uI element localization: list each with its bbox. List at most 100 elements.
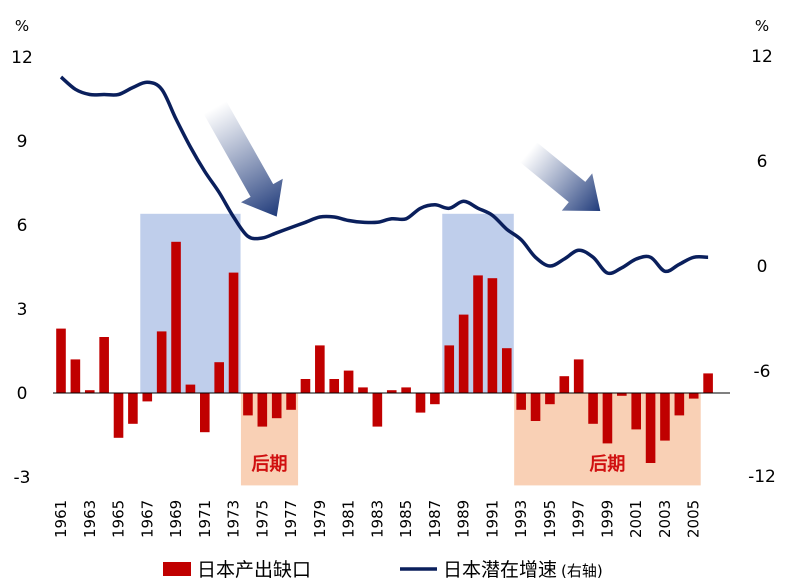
right-axis-tick-1: 6	[757, 152, 768, 172]
x-axis-tick-1987: 1987	[426, 500, 444, 538]
right-axis-tick-0: 12	[751, 47, 773, 67]
left-axis-tick-2: 6	[17, 216, 28, 236]
output-gap-bar-1989	[458, 314, 469, 393]
right-axis-tick-4: -12	[748, 467, 776, 487]
output-gap-bar-1999	[602, 393, 613, 444]
output-gap-bar-1973	[228, 272, 239, 393]
output-gap-bar-2000	[617, 393, 627, 396]
output-gap-bar-1961	[56, 328, 66, 393]
x-axis-tick-2003: 2003	[656, 500, 674, 538]
trend-arrows	[203, 101, 601, 217]
output-gap-bar-1969	[171, 241, 181, 393]
output-gap-bar-1995	[545, 393, 555, 405]
legend: 日本产出缺口 日本潜在增速 (右轴)	[163, 559, 603, 581]
output-gap-bar-2006	[703, 373, 713, 393]
output-gap-bar-1979	[315, 345, 325, 393]
x-axis-tick-1995: 1995	[541, 500, 559, 538]
left-axis: % 12 9 6 3 0 -3	[11, 17, 33, 488]
legend-label-potential-growth: 日本潜在增速 (右轴)	[443, 559, 603, 581]
output-gap-bar-1987	[430, 393, 440, 405]
output-gap-bar-1964	[99, 337, 109, 393]
output-gap-bar-1998	[588, 393, 598, 424]
x-axis-tick-1965: 1965	[110, 500, 128, 538]
output-gap-bar-1976	[271, 393, 282, 419]
right-axis: % 12 6 0 -6 -12	[748, 17, 776, 487]
output-gap-bar-1992	[501, 348, 512, 393]
x-axis-tick-1979: 1979	[311, 500, 329, 538]
output-gap-bar-1963	[84, 390, 95, 393]
x-axis-tick-1981: 1981	[340, 500, 358, 538]
shaded-regions	[140, 213, 701, 486]
potential-growth-line	[59, 75, 709, 276]
x-axis-tick-1975: 1975	[253, 500, 271, 538]
output-gap-bar-1985	[401, 387, 411, 393]
output-gap-bar-1980	[329, 379, 340, 393]
x-axis-tick-1961: 1961	[52, 500, 70, 538]
trend-arrow-1	[203, 101, 283, 217]
output-gap-bars	[56, 241, 713, 463]
output-gap-bar-1988	[444, 345, 455, 393]
output-gap-bar-1994	[530, 393, 541, 421]
output-gap-bar-1977	[286, 393, 296, 410]
x-axis-tick-1999: 1999	[598, 500, 616, 538]
left-axis-tick-3: 3	[17, 300, 28, 320]
output-gap-bar-1962	[70, 359, 81, 393]
right-axis-tick-3: -6	[754, 362, 771, 382]
region-labels: 后期 后期	[252, 454, 626, 475]
right-axis-unit: %	[755, 17, 769, 35]
output-gap-bar-1981	[343, 370, 354, 393]
output-gap-bar-2002	[645, 393, 656, 463]
shaded-region-1	[140, 213, 241, 393]
output-gap-bar-1993	[516, 393, 526, 410]
output-gap-bar-1974	[243, 393, 253, 416]
output-gap-bar-1972	[214, 362, 224, 393]
trend-arrow-2	[520, 142, 601, 211]
output-gap-bar-1982	[358, 387, 368, 393]
left-axis-tick-1: 9	[17, 132, 28, 152]
output-gap-bar-1975	[257, 393, 268, 427]
x-axis-tick-1969: 1969	[167, 500, 185, 538]
x-axis-tick-1991: 1991	[483, 500, 501, 538]
x-axis-tick-1993: 1993	[512, 500, 530, 538]
output-gap-bar-2001	[631, 393, 641, 430]
output-gap-bar-1966	[128, 393, 138, 424]
output-gap-bar-1986	[415, 393, 426, 413]
potential-growth-line-path	[59, 75, 709, 276]
output-gap-bar-1965	[113, 393, 124, 438]
x-axis-tick-1963: 1963	[81, 500, 99, 538]
x-axis-tick-1985: 1985	[397, 500, 415, 538]
left-axis-tick-0: 12	[11, 48, 33, 68]
output-gap-bar-1996	[559, 376, 570, 393]
output-gap-bar-1967	[142, 393, 153, 402]
left-axis-tick-4: 0	[17, 384, 28, 404]
legend-swatch-output-gap	[163, 562, 191, 576]
left-axis-unit: %	[15, 17, 29, 35]
output-gap-bar-1990	[473, 275, 483, 393]
output-gap-bar-1997	[573, 359, 584, 393]
x-axis-tick-1967: 1967	[138, 500, 156, 538]
x-axis-tick-1983: 1983	[368, 500, 386, 538]
x-axis-tick-2001: 2001	[627, 500, 645, 538]
shaded-region-label-2: 后期	[252, 454, 288, 475]
x-axis-tick-1977: 1977	[282, 500, 300, 538]
legend-label-potential-growth-name: 日本潜在增速	[443, 559, 557, 581]
output-gap-bar-1978	[300, 379, 311, 393]
output-gap-bar-1971	[200, 393, 210, 433]
shaded-region-label-4: 后期	[589, 454, 625, 475]
output-gap-bar-1970	[185, 384, 196, 393]
output-gap-bar-1983	[372, 393, 383, 427]
x-axis-tick-1997: 1997	[570, 500, 588, 538]
left-axis-tick-5: -3	[14, 468, 31, 488]
right-axis-tick-2: 0	[757, 257, 768, 277]
legend-label-right-axis-note: (右轴)	[561, 562, 603, 580]
x-axis-tick-2005: 2005	[685, 500, 703, 538]
x-axis: 1961 1963 1965 1967 1969 1971 1973 1975 1977 1979…	[52, 392, 730, 538]
x-axis-tick-1973: 1973	[225, 500, 243, 538]
output-gap-bar-1991	[487, 278, 498, 393]
legend-label-output-gap: 日本产出缺口	[197, 559, 311, 581]
output-gap-bar-2003	[660, 393, 670, 441]
output-gap-bar-1984	[386, 390, 397, 393]
output-gap-bar-1968	[156, 331, 167, 393]
output-gap-bar-2005	[688, 393, 699, 399]
